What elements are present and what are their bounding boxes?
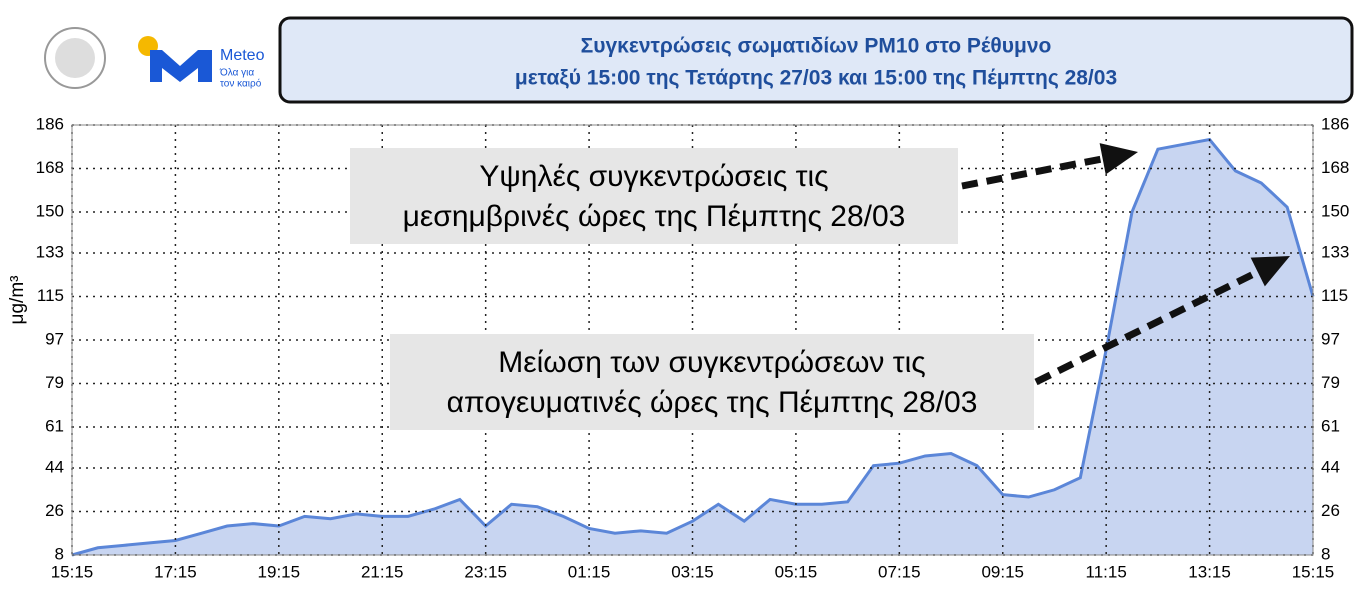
area-fill xyxy=(72,139,1313,555)
annotation-arrowhead xyxy=(1250,256,1290,287)
annotation-text: μεσημβρινές ώρες της Πέμπτης 28/03 xyxy=(403,200,906,233)
annotation-arrow xyxy=(1034,268,1260,386)
x-tick-label: 09:15 xyxy=(981,562,1024,581)
y-tick-label: 133 xyxy=(36,243,64,262)
logo-seal xyxy=(44,27,106,89)
y-tick-label: 44 xyxy=(45,458,64,477)
x-tick-label: 17:15 xyxy=(154,562,197,581)
y-tick-label-right: 150 xyxy=(1321,201,1349,220)
y-tick-label: 8 xyxy=(55,544,64,563)
x-tick-label: 07:15 xyxy=(878,562,921,581)
logo-text: τον καιρό xyxy=(220,78,262,90)
annotation-text: Υψηλές συγκεντρώσεις τις xyxy=(479,160,828,193)
x-tick-label: 23:15 xyxy=(464,562,507,581)
annotation-box xyxy=(350,148,958,244)
x-tick-label: 19:15 xyxy=(258,562,301,581)
x-tick-label: 13:15 xyxy=(1188,562,1231,581)
logo: Meteo Όλα για τον καιρό xyxy=(44,27,265,90)
annotation-box xyxy=(390,334,1034,430)
y-tick-label: 150 xyxy=(36,201,64,220)
x-tick-label: 05:15 xyxy=(775,562,818,581)
logo-text: Όλα για xyxy=(219,68,254,79)
y-tick-label: 186 xyxy=(36,114,64,133)
y-tick-label: 26 xyxy=(45,501,64,520)
y-tick-label-right: 79 xyxy=(1321,373,1340,392)
y-tick-label: 61 xyxy=(45,416,64,435)
x-tick-label: 21:15 xyxy=(361,562,404,581)
plot-border xyxy=(71,124,1314,556)
y-tick-label-right: 26 xyxy=(1321,501,1340,520)
logo-text: Meteo xyxy=(220,47,265,64)
y-tick-label-right: 168 xyxy=(1321,158,1349,177)
chart-subtitle: μεταξύ 15:00 της Τετάρτης 27/03 και 15:0… xyxy=(515,67,1117,90)
x-tick-label: 03:15 xyxy=(671,562,714,581)
logo-seal-inner xyxy=(55,38,95,78)
logo-m xyxy=(150,50,212,82)
annotation-text: απογευματινές ώρες της Πέμπτης 28/03 xyxy=(447,386,978,419)
y-tick-label-right: 186 xyxy=(1321,114,1349,133)
y-tick-label: 168 xyxy=(36,158,64,177)
x-tick-label: 01:15 xyxy=(568,562,611,581)
y-tick-label-right: 97 xyxy=(1321,329,1340,348)
y-tick-label: 79 xyxy=(45,373,64,392)
y-tick-label-right: 44 xyxy=(1321,458,1340,477)
y-tick-label-right: 8 xyxy=(1321,544,1330,563)
x-tick-label: 11:15 xyxy=(1086,562,1127,581)
annotation-text: Μείωση των συγκεντρώσεων τις xyxy=(498,346,925,379)
annotation-arrow xyxy=(961,155,1104,190)
chart-title: Συγκεντρώσεις σωματιδίων PM10 στο Ρέθυμν… xyxy=(581,35,1052,58)
y-tick-label-right: 115 xyxy=(1321,286,1348,305)
annotation-arrowhead xyxy=(1099,143,1138,175)
y-tick-label: 97 xyxy=(45,329,64,348)
x-tick-label: 15:15 xyxy=(1292,562,1335,581)
y-axis-label: μg/m³ xyxy=(7,276,28,325)
y-tick-label: 115 xyxy=(37,286,64,305)
title-box xyxy=(278,16,1354,104)
y-tick-label-right: 133 xyxy=(1321,243,1349,262)
x-tick-label: 15:15 xyxy=(51,562,94,581)
y-tick-label-right: 61 xyxy=(1321,416,1340,435)
